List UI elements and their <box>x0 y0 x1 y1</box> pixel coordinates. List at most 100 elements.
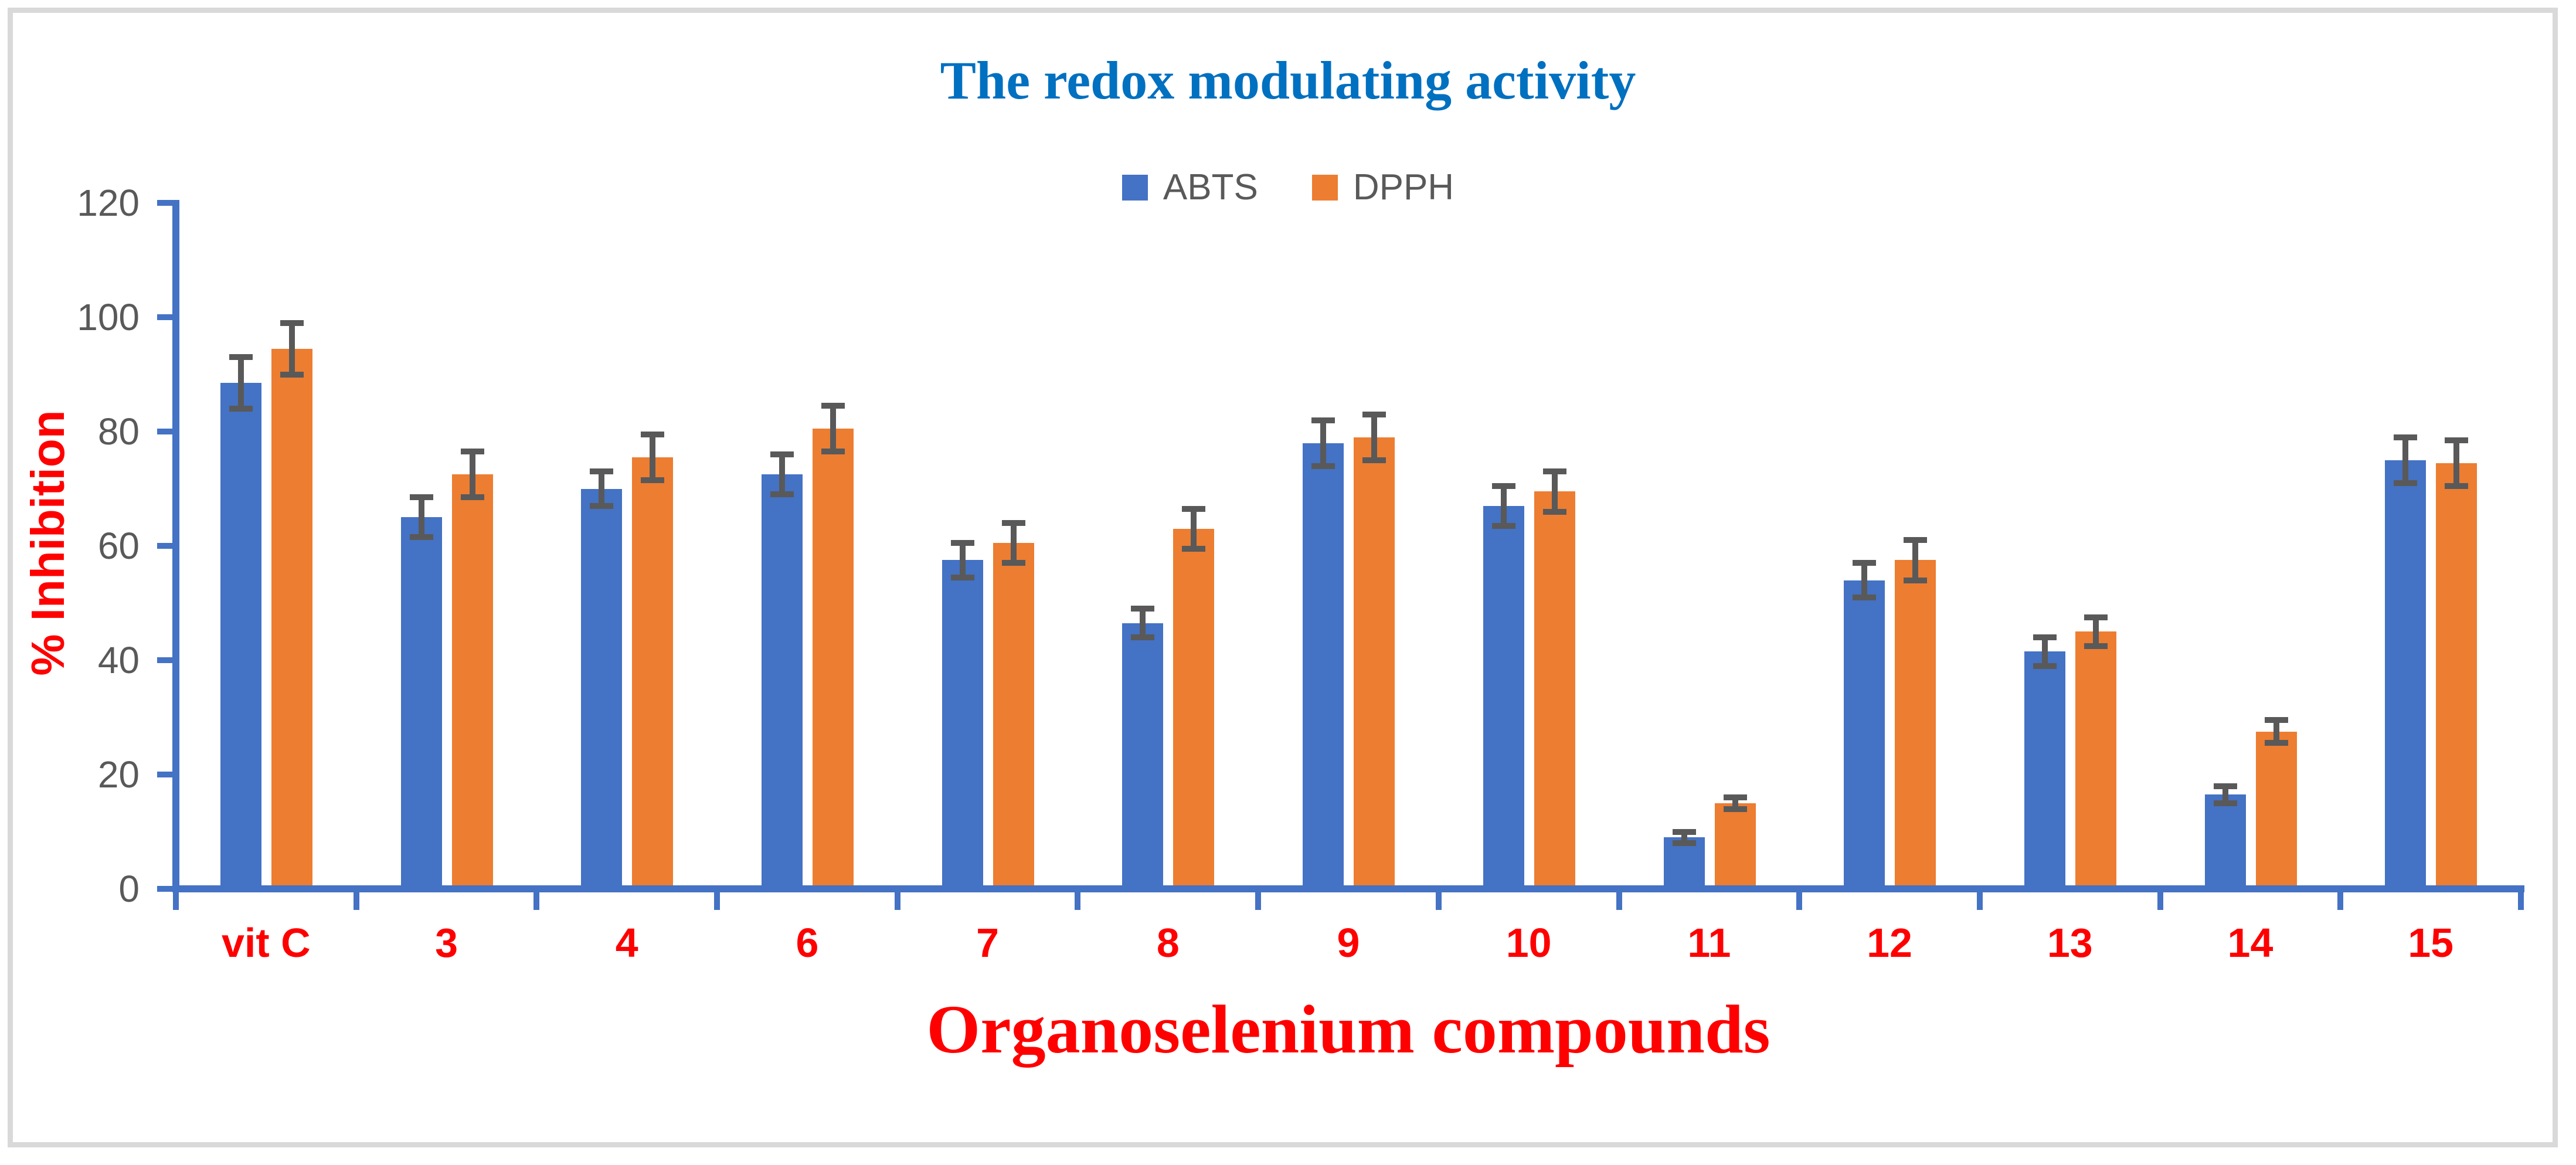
y-tick-label-100: 100 <box>77 296 140 338</box>
bar-DPPH-11 <box>1714 803 1756 885</box>
error-bar-line-ABTS-15 <box>2402 437 2409 483</box>
x-axis-title: Organoselenium compounds <box>926 991 1770 1068</box>
error-bar-line-DPPH-11 <box>1732 797 1738 809</box>
y-tick-0 <box>157 886 172 892</box>
x-tick-0 <box>173 892 179 910</box>
x-tick-4 <box>894 892 900 910</box>
error-bar-line-DPPH-vit-C <box>289 322 295 375</box>
x-category-label-vit-C: vit C <box>221 920 311 966</box>
y-tick-label-0: 0 <box>118 868 140 910</box>
error-bar-line-ABTS-9 <box>1320 420 1327 466</box>
x-category-label-10: 10 <box>1506 920 1552 966</box>
error-bar-cap-top-ABTS-4 <box>590 468 614 475</box>
error-bar-line-DPPH-12 <box>1912 540 1919 580</box>
x-category-label-9: 9 <box>1337 920 1360 966</box>
error-bar-cap-bottom-DPPH-13 <box>2084 643 2108 649</box>
bar-DPPH-4 <box>632 457 674 885</box>
error-bar-cap-bottom-DPPH-4 <box>641 477 665 483</box>
x-tick-11 <box>2157 892 2163 910</box>
x-category-label-7: 7 <box>976 920 1000 966</box>
error-bar-cap-top-DPPH-7 <box>1001 520 1025 526</box>
x-tick-3 <box>714 892 721 910</box>
x-tick-9 <box>1796 892 1803 910</box>
error-bar-cap-bottom-DPPH-9 <box>1362 457 1386 463</box>
error-bar-cap-bottom-DPPH-7 <box>1001 560 1025 566</box>
bar-ABTS-4 <box>581 488 623 885</box>
error-bar-line-ABTS-13 <box>2041 637 2048 666</box>
error-bar-cap-bottom-ABTS-12 <box>1853 594 1877 600</box>
error-bar-cap-bottom-DPPH-8 <box>1182 545 1206 552</box>
error-bar-cap-bottom-ABTS-9 <box>1311 463 1335 469</box>
x-tick-8 <box>1616 892 1622 910</box>
bar-DPPH-7 <box>993 543 1034 885</box>
y-tick-label-40: 40 <box>97 639 140 681</box>
error-bar-cap-bottom-ABTS-8 <box>1131 634 1155 640</box>
x-tick-12 <box>2337 892 2344 910</box>
error-bar-cap-bottom-ABTS-4 <box>590 502 614 509</box>
x-category-label-3: 3 <box>435 920 458 966</box>
error-bar-cap-top-ABTS-11 <box>1672 828 1696 835</box>
bar-ABTS-12 <box>1844 580 1885 885</box>
error-bar-cap-bottom-ABTS-vit-C <box>229 406 253 412</box>
y-tick-40 <box>157 657 172 663</box>
y-axis-line <box>172 200 179 892</box>
bar-ABTS-10 <box>1483 505 1524 885</box>
error-bar-line-DPPH-3 <box>469 451 475 498</box>
error-bar-line-ABTS-7 <box>959 543 966 578</box>
y-tick-80 <box>157 429 172 434</box>
error-bar-cap-top-ABTS-10 <box>1491 483 1515 489</box>
error-bar-cap-top-DPPH-14 <box>2264 717 2288 724</box>
x-tick-10 <box>1976 892 1983 910</box>
error-bar-line-DPPH-14 <box>2273 720 2279 743</box>
bar-DPPH-14 <box>2255 731 2297 885</box>
bar-DPPH-6 <box>813 429 854 885</box>
error-bar-line-DPPH-4 <box>650 434 656 480</box>
error-bar-cap-top-DPPH-13 <box>2084 614 2108 620</box>
error-bar-cap-top-ABTS-3 <box>409 494 433 501</box>
bar-ABTS-7 <box>942 560 983 885</box>
bar-DPPH-10 <box>1534 491 1575 885</box>
error-bar-cap-top-DPPH-6 <box>821 403 845 409</box>
y-tick-100 <box>157 314 172 320</box>
error-bar-cap-top-ABTS-9 <box>1311 417 1335 423</box>
legend: ABTS DPPH <box>0 167 2576 208</box>
legend-label-abts: ABTS <box>1163 167 1258 208</box>
error-bar-line-ABTS-6 <box>779 454 786 495</box>
legend-item-abts: ABTS <box>1122 167 1258 208</box>
x-category-label-14: 14 <box>2227 920 2273 966</box>
error-bar-cap-top-DPPH-4 <box>641 431 665 437</box>
chart-title: The redox modulating activity <box>940 50 1636 110</box>
bar-DPPH-13 <box>2075 631 2116 885</box>
error-bar-line-DPPH-13 <box>2092 617 2099 646</box>
bar-ABTS-6 <box>762 474 803 885</box>
error-bar-line-DPPH-15 <box>2453 440 2460 486</box>
error-bar-line-ABTS-12 <box>1861 563 1868 597</box>
bar-ABTS-14 <box>2204 794 2246 885</box>
legend-swatch-dpph <box>1311 174 1338 201</box>
error-bar-cap-top-ABTS-8 <box>1131 606 1155 612</box>
error-bar-line-ABTS-10 <box>1500 485 1507 526</box>
y-tick-label-80: 80 <box>97 410 140 453</box>
x-category-label-6: 6 <box>796 920 819 966</box>
error-bar-cap-top-DPPH-12 <box>1904 537 1928 544</box>
error-bar-cap-bottom-DPPH-12 <box>1904 577 1928 583</box>
error-bar-cap-top-DPPH-8 <box>1182 505 1206 512</box>
bar-ABTS-13 <box>2024 651 2065 885</box>
error-bar-line-ABTS-11 <box>1681 831 1687 843</box>
error-bar-cap-top-ABTS-13 <box>2033 634 2057 640</box>
x-category-label-13: 13 <box>2047 920 2093 966</box>
x-axis-line <box>172 885 2524 892</box>
error-bar-cap-bottom-DPPH-11 <box>1723 806 1747 812</box>
y-tick-label-120: 120 <box>77 182 140 224</box>
error-bar-cap-bottom-ABTS-13 <box>2033 663 2057 669</box>
y-tick-label-60: 60 <box>97 525 140 567</box>
error-bar-cap-top-ABTS-7 <box>950 540 974 546</box>
error-bar-cap-top-DPPH-3 <box>460 449 484 455</box>
bar-DPPH-12 <box>1895 560 1936 885</box>
bar-ABTS-9 <box>1303 443 1344 885</box>
error-bar-cap-bottom-ABTS-11 <box>1672 840 1696 846</box>
x-category-label-4: 4 <box>615 920 638 966</box>
bar-DPPH-3 <box>451 474 493 885</box>
bar-DPPH-15 <box>2436 463 2478 885</box>
error-bar-line-ABTS-14 <box>2222 786 2228 803</box>
